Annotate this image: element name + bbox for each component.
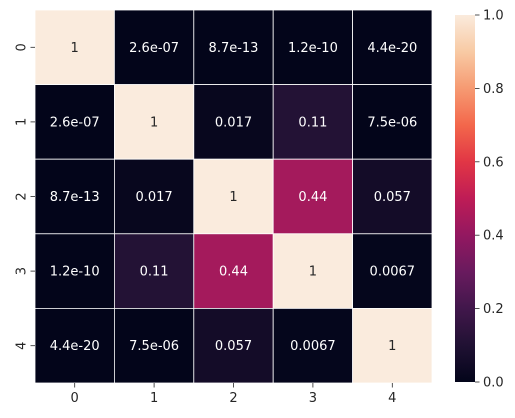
y-tick-label: 4	[15, 342, 30, 350]
x-tick-label: 4	[388, 391, 396, 406]
cell-annotation: 0.057	[215, 339, 252, 354]
cell-annotation: 1.2e-10	[288, 41, 338, 56]
colorbar-tick-label: 0.2	[483, 302, 504, 317]
heatmap-cell	[193, 307, 274, 384]
heatmap-cell	[352, 307, 433, 384]
heatmap-cell	[352, 9, 433, 85]
cell-annotation: 0.017	[135, 190, 172, 205]
cell-annotation: 4.4e-20	[50, 339, 100, 354]
y-axis: 0 1 2 3 4	[15, 43, 35, 350]
colorbar-tick-label: 1.0	[483, 9, 504, 24]
heatmap-cell	[272, 9, 354, 85]
heatmap-cell	[272, 158, 354, 235]
heatmap-cell	[34, 84, 115, 160]
colorbar-tick-label: 0.6	[483, 155, 504, 170]
cell-annotation: 0.0067	[370, 265, 416, 280]
cell-annotation: 2.6e-07	[129, 41, 179, 56]
cell-annotation: 7.5e-06	[367, 115, 417, 130]
heatmap-cell	[114, 233, 195, 309]
colorbar-gradient	[455, 15, 475, 382]
cell-annotation: 1	[71, 41, 79, 56]
cell-annotation: 7.5e-06	[129, 339, 179, 354]
cell-annotation: 0.44	[298, 190, 327, 205]
x-tick-label: 0	[71, 391, 79, 406]
cell-annotation: 8.7e-13	[209, 41, 259, 56]
heatmap-cell	[114, 307, 195, 384]
heatmap-cell	[352, 233, 433, 309]
x-axis: 0 1 2 3 4	[71, 383, 396, 406]
heatmap-grid: 1 2.6e-07 8.7e-13 1.2e-10 4.4e-20 2.6e-07 1 0.0…	[34, 9, 433, 384]
x-tick-label: 2	[229, 391, 237, 406]
heatmap-cell	[352, 84, 433, 160]
heatmap-cell	[193, 233, 274, 309]
heatmap-cell	[114, 158, 195, 235]
colorbar-tick-label: 0.8	[483, 82, 504, 97]
heatmap-cell	[352, 158, 433, 235]
heatmap-cell	[193, 84, 274, 160]
cell-annotation: 2.6e-07	[50, 115, 100, 130]
cell-annotation: 8.7e-13	[50, 190, 100, 205]
cell-annotation: 1	[309, 265, 317, 280]
cell-annotation: 1	[229, 190, 237, 205]
x-tick-label: 1	[150, 391, 158, 406]
y-tick-label: 1	[15, 118, 30, 126]
colorbar: 0.0 0.2 0.4 0.6 0.8 1.0	[455, 9, 504, 391]
heatmap-cell	[193, 158, 274, 235]
x-tick-label: 3	[309, 391, 317, 406]
heatmap-cell	[114, 9, 195, 85]
cell-annotation: 0.0067	[290, 339, 336, 354]
heatmap-cell	[272, 233, 354, 309]
cell-annotation: 0.11	[140, 265, 169, 280]
heatmap-cell	[193, 9, 274, 85]
cell-annotation: 0.11	[298, 115, 327, 130]
cell-annotation: 1	[388, 339, 396, 354]
y-tick-label: 2	[15, 192, 30, 200]
cell-annotation: 0.057	[374, 190, 411, 205]
cell-annotation: 4.4e-20	[367, 41, 417, 56]
cell-annotation: 1	[150, 115, 158, 130]
cell-annotation: 0.44	[219, 265, 248, 280]
cell-annotation: 1.2e-10	[50, 265, 100, 280]
y-tick-label: 0	[15, 43, 30, 51]
cell-annotation: 0.017	[215, 115, 252, 130]
heatmap-cell	[34, 307, 115, 384]
colorbar-tick-label: 0.0	[483, 376, 504, 391]
heatmap-cell	[34, 9, 115, 85]
colorbar-tick-label: 0.4	[483, 229, 504, 244]
y-tick-label: 3	[15, 267, 30, 275]
